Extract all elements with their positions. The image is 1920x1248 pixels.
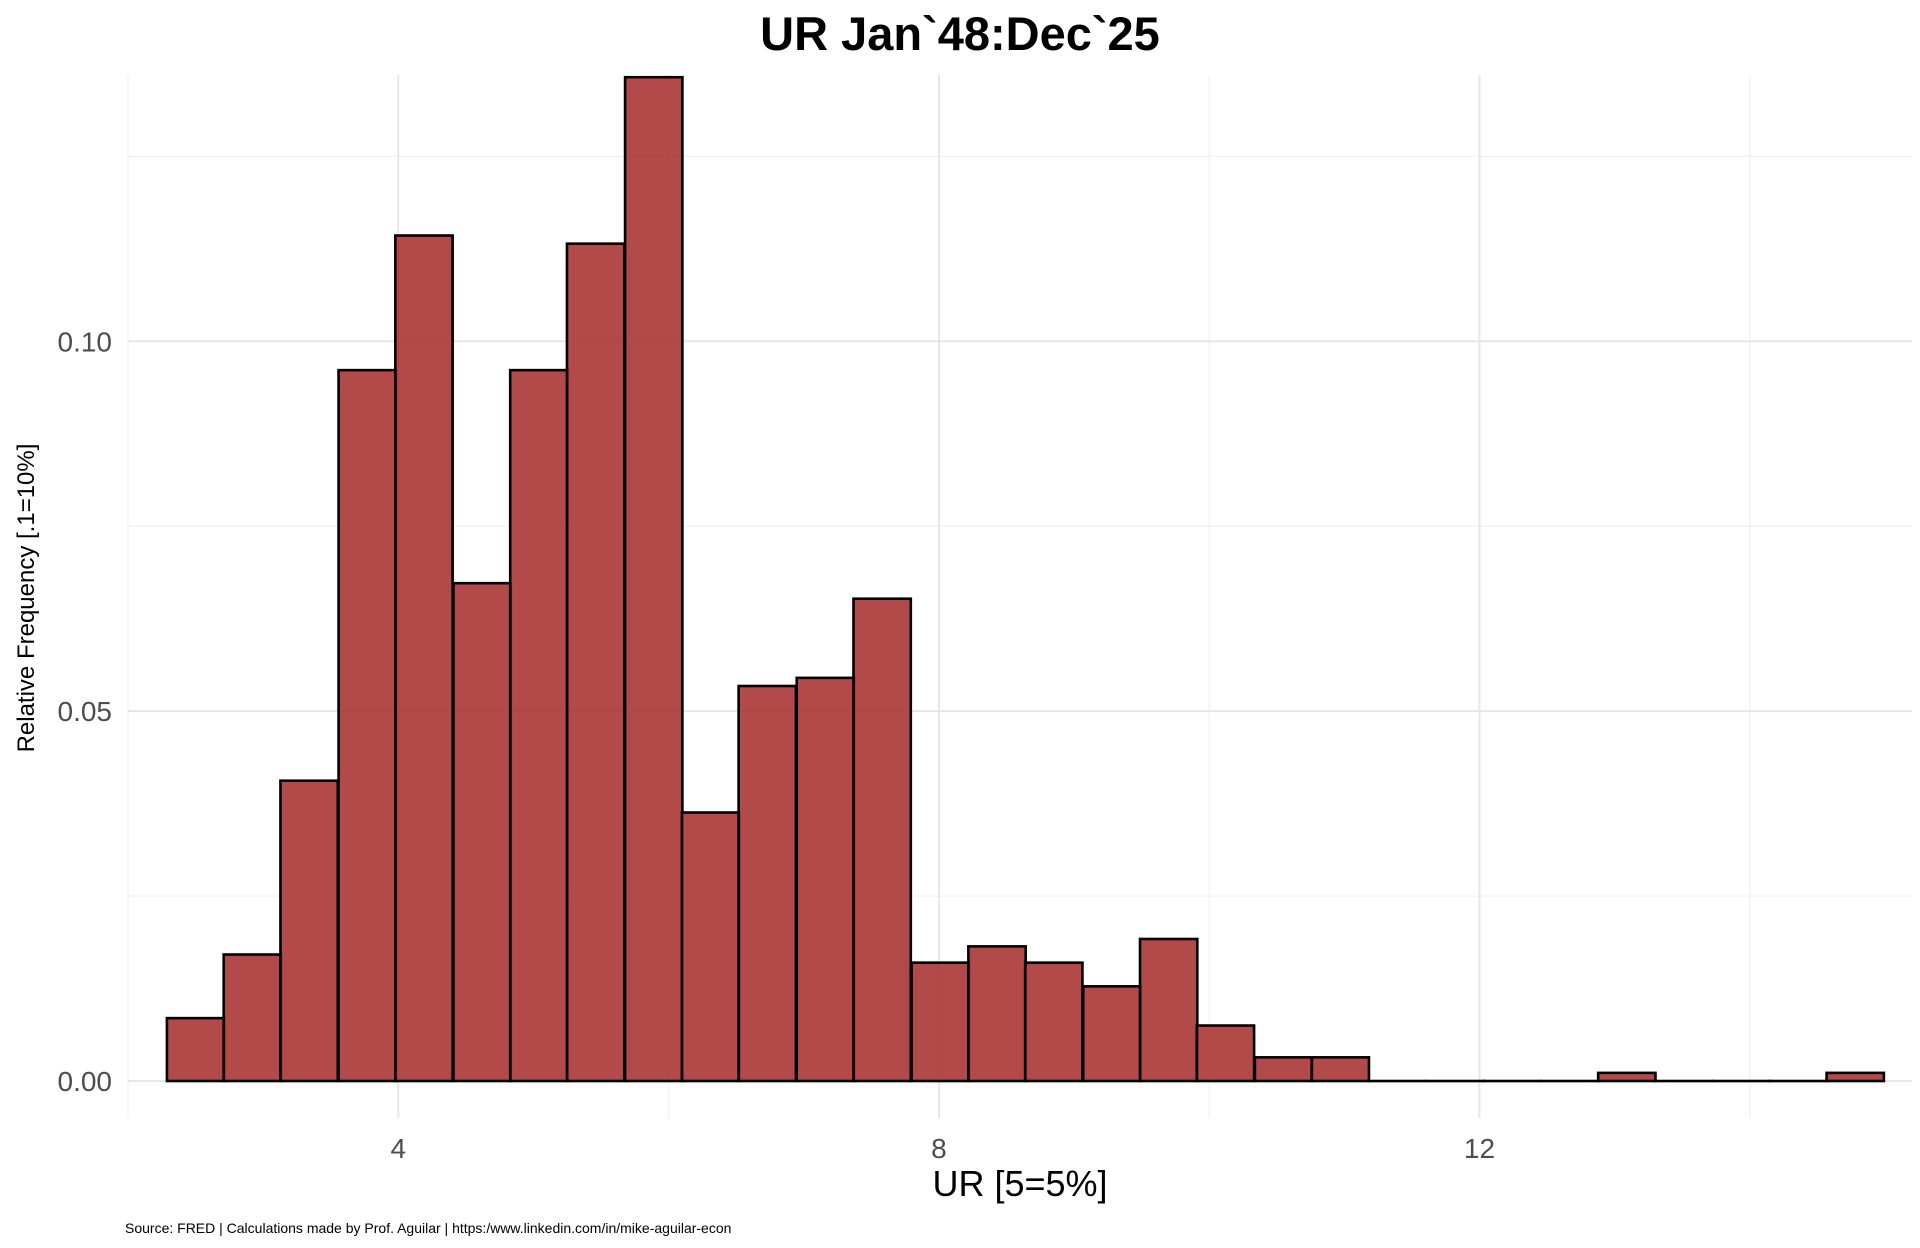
histogram-bar <box>1596 1071 1657 1083</box>
histogram-bar <box>337 368 398 1083</box>
histogram-bar <box>737 684 798 1083</box>
y-tick-label: 0.00 <box>58 1066 113 1097</box>
histogram-bar <box>1081 985 1142 1083</box>
histogram-bar <box>623 75 684 1083</box>
histogram-bar <box>910 961 971 1083</box>
histogram-bar <box>222 953 283 1083</box>
y-tick-label: 0.10 <box>58 326 113 357</box>
histogram-bar <box>508 368 569 1083</box>
histogram-bar <box>565 242 626 1083</box>
histogram-bar <box>795 676 856 1083</box>
x-axis-tick-labels: 4 8 12 <box>391 1133 1496 1164</box>
x-tick-label: 4 <box>391 1133 407 1164</box>
source-caption: Source: FRED | Calculations made by Prof… <box>125 1220 732 1236</box>
histogram-bar <box>1253 1056 1314 1083</box>
histogram-bar <box>1310 1056 1371 1083</box>
y-axis-label: Relative Frequency [.1=10%] <box>13 443 40 753</box>
histogram-bar <box>1023 961 1084 1083</box>
histogram-bar <box>852 597 913 1083</box>
histogram-bars <box>165 75 1886 1083</box>
histogram-bar <box>1195 1024 1256 1083</box>
histogram-bar <box>1138 937 1199 1083</box>
y-tick-label: 0.05 <box>58 696 113 727</box>
histogram-bar <box>394 234 454 1083</box>
x-tick-label: 8 <box>931 1133 947 1164</box>
histogram-bar <box>452 581 513 1083</box>
histogram-bar <box>279 779 340 1083</box>
chart-title: UR Jan`48:Dec`25 <box>760 7 1160 60</box>
histogram-bar <box>967 945 1027 1083</box>
histogram-bar <box>680 811 741 1083</box>
x-tick-label: 12 <box>1464 1133 1495 1164</box>
histogram-bar <box>165 1016 226 1083</box>
histogram-bar <box>1825 1071 1886 1083</box>
x-axis-label: UR [5=5%] <box>932 1163 1108 1204</box>
y-axis-tick-labels: 0.00 0.05 0.10 <box>58 326 113 1097</box>
